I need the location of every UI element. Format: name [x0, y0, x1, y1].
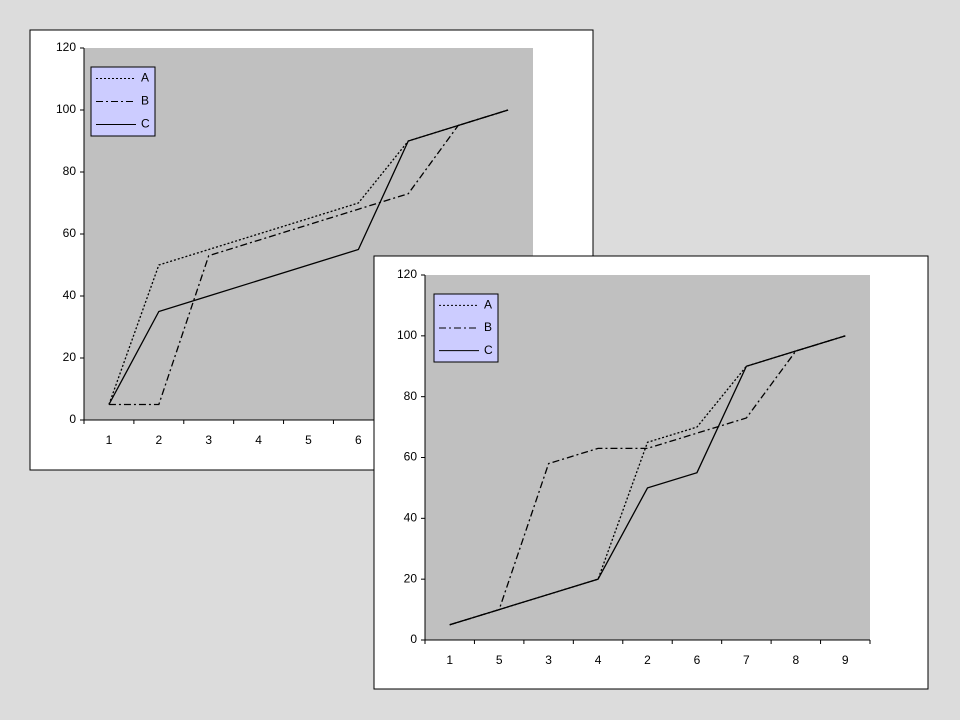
x-tick-label: 5 [496, 653, 503, 667]
legend: ABC [433, 293, 499, 363]
series-line [108, 109, 509, 405]
y-tick-label: 40 [404, 511, 418, 525]
y-tick-label: 20 [404, 571, 418, 585]
y-tick-label: 100 [397, 328, 417, 342]
legend-label: C [484, 343, 493, 357]
legend-label: B [484, 320, 492, 334]
y-tick-label: 100 [56, 102, 76, 116]
x-tick-label: 9 [842, 653, 849, 667]
x-tick-label: 6 [355, 433, 362, 447]
x-tick-label: 1 [446, 653, 453, 667]
chart: 0 20 40 60 80 100 120 1 5 3 4 2 6 7 8 9 ABC [373, 255, 929, 690]
x-tick-label: 3 [205, 433, 212, 447]
x-tick-label: 3 [545, 653, 552, 667]
y-tick-label: 80 [404, 389, 418, 403]
x-tick-label: 5 [305, 433, 312, 447]
y-tick-label: 80 [63, 164, 77, 178]
legend-label: B [141, 94, 149, 108]
y-tick-label: 60 [404, 450, 418, 464]
series-line [449, 335, 846, 626]
y-tick-label: 0 [69, 412, 76, 426]
series-line [108, 109, 509, 405]
legend-label: A [484, 298, 492, 312]
y-tick-label: 20 [63, 350, 77, 364]
series-line [108, 109, 509, 406]
y-tick-label: 60 [63, 226, 77, 240]
x-tick-label: 2 [644, 653, 651, 667]
x-tick-label: 2 [155, 433, 162, 447]
y-tick-label: 120 [56, 40, 76, 54]
x-tick-label: 7 [743, 653, 750, 667]
y-tick-label: 0 [410, 632, 417, 646]
x-tick-label: 6 [694, 653, 701, 667]
x-tick-label: 4 [255, 433, 262, 447]
x-tick-label: 4 [595, 653, 602, 667]
plot-area [425, 275, 870, 640]
chart: 020406080100120123456789ABC [29, 29, 594, 471]
y-tick-label: 40 [63, 288, 77, 302]
legend: ABC [90, 66, 156, 137]
x-tick-label: 8 [792, 653, 799, 667]
y-tick-label: 120 [397, 267, 417, 281]
legend-label: C [141, 117, 150, 131]
series-line [449, 335, 846, 626]
x-tick-label: 1 [106, 433, 113, 447]
legend-label: A [141, 71, 149, 85]
